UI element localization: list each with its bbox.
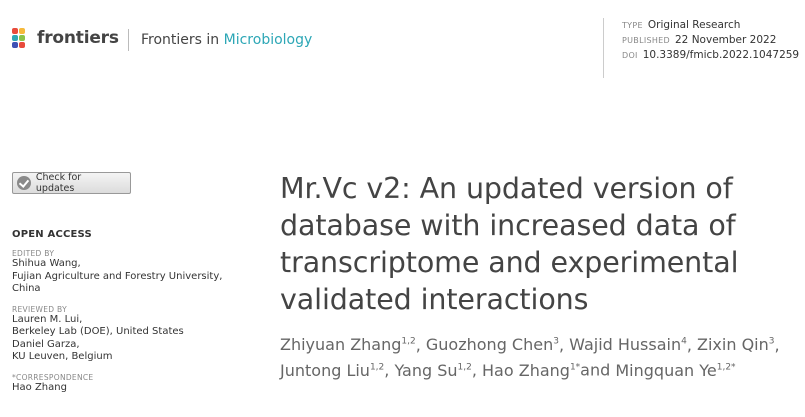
meta-type: TYPE Original Research [622, 19, 741, 31]
article-meta: TYPE Original Research PUBLISHED 22 Novemb… [603, 18, 799, 78]
author[interactable]: Juntong Liu1,2 [280, 360, 385, 380]
check-for-updates-button[interactable]: Check for updates [12, 172, 131, 194]
correspondence-text: Hao Zhang [12, 381, 67, 393]
journal-prefix: Frontiers in [141, 32, 224, 48]
check-icon [17, 176, 31, 190]
article-header: frontiers Frontiers in Microbiology TYPE… [0, 0, 805, 90]
correspondence-label: *CORRESPONDENCE [12, 372, 94, 382]
meta-doi[interactable]: DOI 10.3389/fmicb.2022.1047259 [622, 49, 800, 61]
author[interactable]: Wajid Hussain4 [569, 335, 687, 355]
journal-accent: Microbiology [223, 32, 313, 48]
author-list: Zhiyuan Zhang1,2, Guozhong Chen3, Wajid … [280, 335, 780, 380]
author[interactable]: Mingquan Ye1,2* [615, 360, 736, 380]
logo-wordmark: frontiers [37, 28, 119, 48]
author[interactable]: Hao Zhang1* [482, 360, 581, 380]
article-sidebar: Check for updates OPEN ACCESS EDITED BY … [12, 172, 242, 394]
frontiers-logo-icon [12, 28, 32, 48]
publisher-logo[interactable]: frontiers [12, 28, 119, 48]
header-divider [128, 29, 129, 51]
author[interactable]: Yang Su1,2 [394, 360, 472, 380]
author[interactable]: Zixin Qin3 [697, 335, 775, 355]
article-main: Mr.Vc v2: An updated version of database… [280, 170, 790, 382]
author[interactable]: Zhiyuan Zhang1,2 [280, 335, 416, 355]
journal-name[interactable]: Frontiers in Microbiology [128, 29, 312, 51]
article-title: Mr.Vc v2: An updated version of database… [280, 172, 739, 316]
edited-by-label: EDITED BY [12, 249, 55, 258]
author[interactable]: Guozhong Chen3 [425, 335, 559, 355]
open-access-label: OPEN ACCESS [12, 229, 92, 240]
edited-by-text: Shihua Wang, Fujian Agriculture and Fore… [12, 258, 223, 294]
reviewed-by-label: REVIEWED BY [12, 304, 67, 314]
meta-published: PUBLISHED 22 November 2022 [622, 34, 777, 46]
reviewed-by-text: Lauren M. Lui, Berkeley Lab (DOE), Unite… [12, 313, 184, 363]
